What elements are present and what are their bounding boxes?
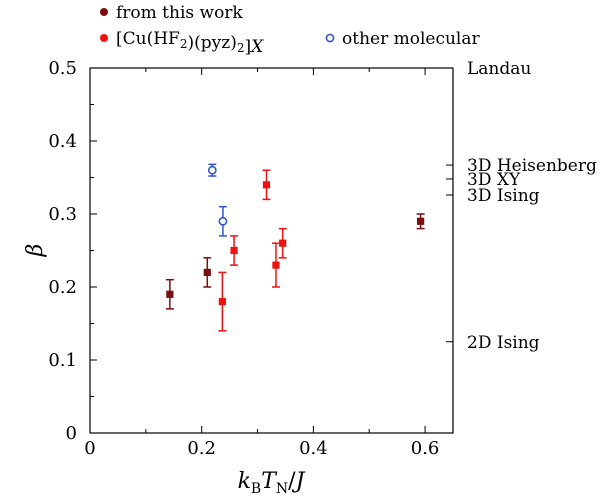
point-marker [218,216,228,226]
legend-item: from this work [100,3,243,23]
reference-label: 2D Ising [467,333,540,353]
x-tick-label: 0 [84,438,95,459]
legend-label: from this work [116,3,243,23]
legend-marker [325,33,335,43]
point-marker [262,181,271,189]
data-point [271,242,280,288]
x-axis-label: kBTN/J [238,469,306,497]
axis-ticks: 0 0.2 0.4 0.6 0 0.1 0.2 0.3 0.4 0.5 [48,58,439,459]
legend-item: other molecular [325,29,481,49]
data-point [218,271,227,332]
x-tick-label: 0.2 [187,438,216,459]
legend-marker [100,34,108,42]
reference-label: 3D Heisenberg [467,156,597,176]
x-tick-label: 0.6 [411,438,440,459]
y-tick-label: 0.5 [48,58,77,79]
y-axis-label: β [23,244,48,258]
legend: from this work [Cu(HF2)(pyz)2]X other mole… [100,3,481,57]
data-point [165,278,174,310]
reference-label: 3D XY [467,170,521,190]
point-marker [207,165,217,175]
data-point [230,235,239,266]
plot-frame [89,67,454,434]
x-tick-label: 0.4 [299,438,328,459]
y-tick-label: 0.3 [48,204,77,225]
legend-item: [Cu(HF2)(pyz)2]X [100,29,264,57]
point-marker [166,290,174,298]
point-marker [417,217,425,225]
y-tick-label: 0.4 [48,131,77,152]
point-marker [218,298,226,306]
point-marker [230,246,238,255]
point-marker [272,261,280,269]
data-point [207,163,217,177]
data-point [203,257,212,288]
reference-label: 3D Ising [467,186,540,206]
legend-marker [100,8,108,16]
legend-label: other molecular [342,29,481,49]
point-marker [279,239,287,247]
data-point [218,205,228,237]
data-marks [165,163,425,332]
y-tick-label: 0.1 [48,350,77,371]
y-tick-label: 0.2 [48,277,77,298]
data-point [278,227,287,259]
legend-label: [Cu(HF2)(pyz)2]X [116,29,264,57]
data-point [416,213,425,230]
point-marker [203,268,211,276]
y-tick-label: 0 [66,423,77,444]
data-point [262,169,271,201]
reference-label: Landau [467,59,531,79]
